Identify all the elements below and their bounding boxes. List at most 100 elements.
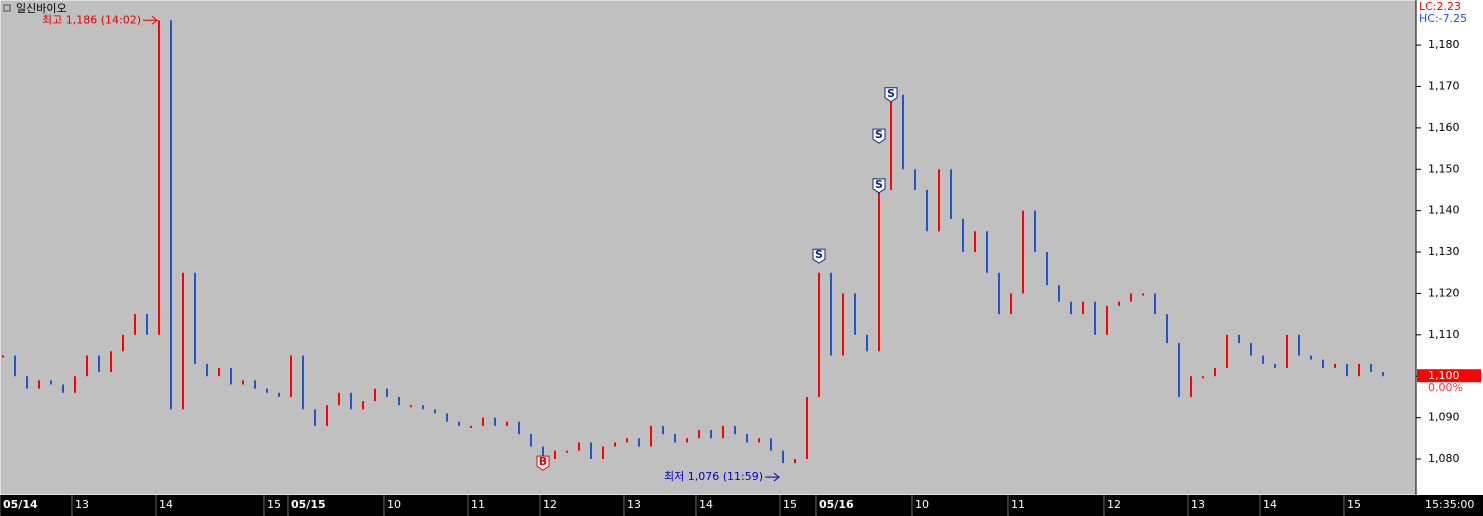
x-tick-label: 14 [1263, 498, 1277, 511]
x-tick-label: 14 [159, 498, 173, 511]
x-axis-area [0, 495, 1483, 516]
price-bar [878, 189, 880, 352]
price-bar [374, 388, 376, 402]
price-bar [386, 388, 388, 397]
last-price: 1,100 [1428, 369, 1460, 382]
price-bar [830, 272, 832, 356]
price-bar [482, 417, 484, 426]
y-tick-label: 1,110 [1428, 328, 1460, 341]
y-tick-label: 1,180 [1428, 38, 1460, 51]
price-bar [1190, 376, 1192, 397]
price-bar [1322, 359, 1324, 368]
price-bar [1250, 343, 1252, 356]
price-bar [1094, 301, 1096, 335]
price-bar [1382, 372, 1384, 377]
price-bar [1046, 252, 1048, 286]
price-bar [734, 425, 736, 435]
price-bar [710, 430, 712, 439]
price-bar [578, 442, 580, 451]
end-time: 15:35:00 [1425, 498, 1474, 511]
price-bar [566, 450, 568, 453]
price-bar [146, 314, 148, 335]
price-bar [194, 272, 196, 364]
price-bar [914, 169, 916, 190]
y-tick-label: 1,120 [1428, 286, 1460, 299]
y-axis-area [1416, 0, 1483, 495]
price-bar [1130, 293, 1132, 302]
price-bar [242, 380, 244, 385]
signal-label: S [875, 128, 883, 141]
price-bar [842, 293, 844, 356]
price-bar [1358, 363, 1360, 377]
price-bar [74, 376, 76, 393]
price-bar [1238, 334, 1240, 344]
price-bar [86, 355, 88, 377]
signal-marker [884, 87, 898, 103]
price-bar [1298, 334, 1300, 356]
x-tick-label: 13 [627, 498, 641, 511]
price-bar [1226, 334, 1228, 368]
price-bar [902, 94, 904, 170]
price-bar [782, 450, 784, 464]
y-tick-label: 1,090 [1428, 411, 1460, 424]
price-bar [506, 421, 508, 426]
price-bar [350, 392, 352, 410]
price-bar [1154, 293, 1156, 315]
last-price-box [1417, 369, 1481, 383]
price-bar [794, 458, 796, 464]
last-change: 0.00% [1428, 381, 1463, 394]
price-bar [14, 355, 16, 377]
x-tick-label: 05/15 [291, 498, 326, 511]
x-tick-label: 05/16 [819, 498, 854, 511]
price-bar [38, 380, 40, 389]
price-bar [26, 376, 28, 389]
price-bar [674, 434, 676, 443]
signal-label: S [815, 248, 823, 261]
price-bar [1022, 210, 1024, 294]
y-tick-label: 1,170 [1428, 80, 1460, 93]
price-bar [110, 351, 112, 373]
signal-marker [812, 248, 826, 264]
x-tick-label: 13 [75, 498, 89, 511]
y-tick-label: 1,150 [1428, 162, 1460, 175]
price-bar [338, 392, 340, 406]
y-tick-label: 1,130 [1428, 245, 1460, 258]
price-bar [602, 446, 604, 459]
price-bar [590, 442, 592, 459]
price-bar [638, 438, 640, 447]
price-bar [746, 434, 748, 443]
signal-marker [872, 178, 886, 194]
price-bar [254, 380, 256, 389]
price-bar [806, 396, 808, 459]
chart-title: 일신바이오 [16, 1, 67, 15]
price-bar [410, 405, 412, 408]
price-bar [278, 392, 280, 397]
plot-area [0, 0, 1417, 496]
price-bar [182, 272, 184, 410]
price-bar [818, 272, 820, 397]
price-bar [698, 430, 700, 439]
price-bar [686, 438, 688, 443]
y-tick-label: 1,080 [1428, 452, 1460, 465]
price-bar [890, 94, 892, 190]
price-bar [614, 442, 616, 447]
price-bar [1310, 355, 1312, 360]
price-bar [998, 272, 1000, 315]
price-bar [938, 169, 940, 232]
price-bar [326, 405, 328, 426]
x-tick-label: 05/14 [3, 498, 38, 511]
price-bar [950, 169, 952, 219]
price-bar [986, 231, 988, 273]
signal-label: S [887, 87, 895, 100]
price-bar [662, 425, 664, 435]
lc: LC:2.23 [1419, 0, 1461, 13]
y-tick-label: 1,140 [1428, 204, 1460, 217]
price-bar [530, 434, 532, 447]
price-bar [362, 401, 364, 410]
price-bar [158, 20, 160, 335]
x-tick-label: 15 [1347, 498, 1361, 511]
price-bar [1274, 363, 1276, 368]
price-bar [1370, 363, 1372, 373]
price-bar [650, 425, 652, 447]
price-bar [1142, 293, 1144, 296]
